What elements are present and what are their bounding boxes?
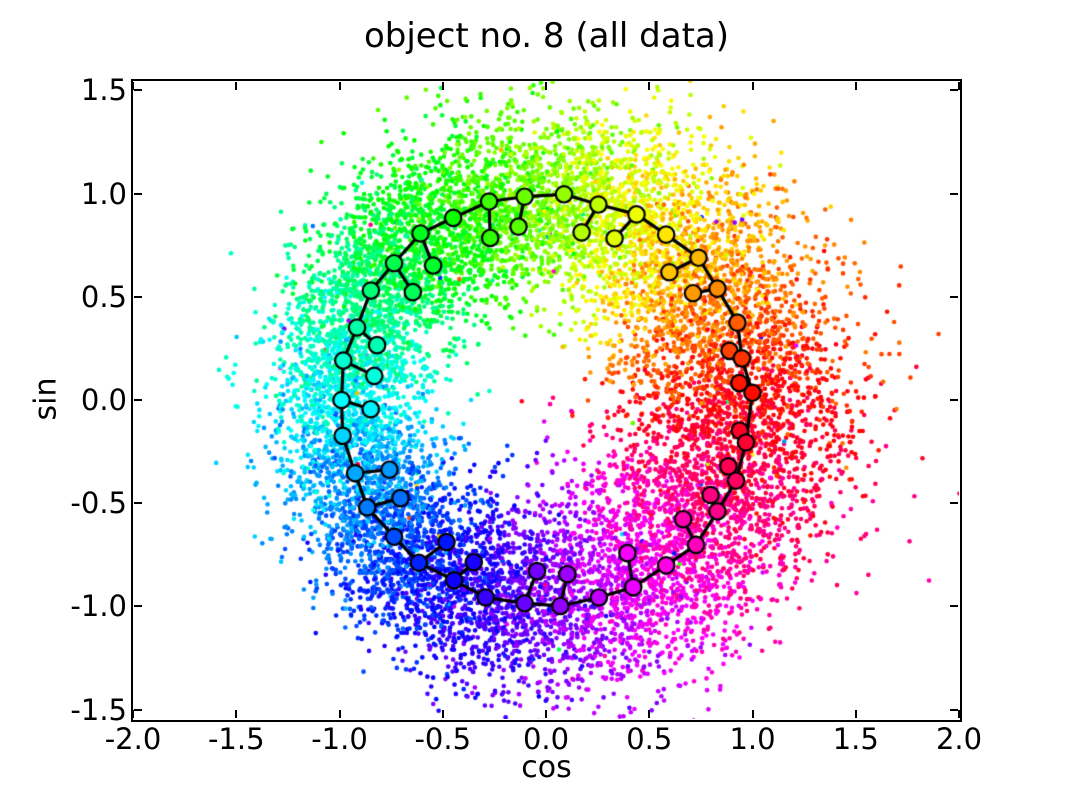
y-tick-mark-right bbox=[950, 295, 958, 298]
y-tick-label: -1.0 bbox=[70, 589, 127, 624]
x-tick-label: 0.5 bbox=[626, 722, 673, 756]
x-tick-mark bbox=[751, 710, 754, 718]
scatter-plot-canvas bbox=[133, 81, 959, 719]
y-tick-mark bbox=[134, 192, 142, 195]
x-tick-mark bbox=[441, 710, 444, 718]
x-tick-label: -0.5 bbox=[414, 722, 472, 756]
y-tick-label: 1.5 bbox=[80, 73, 127, 108]
y-tick-mark bbox=[134, 295, 142, 298]
x-tick-label: 0.0 bbox=[522, 722, 570, 756]
y-tick-mark bbox=[134, 399, 142, 401]
x-tick-mark bbox=[854, 710, 857, 718]
x-tick-mark-top bbox=[958, 82, 960, 90]
y-tick-label: 0.0 bbox=[80, 383, 127, 417]
x-tick-mark bbox=[648, 710, 651, 718]
x-tick-label: -1.5 bbox=[207, 722, 265, 756]
y-tick-label: -1.5 bbox=[70, 692, 127, 727]
x-tick-mark bbox=[132, 710, 134, 718]
y-tick-label: -0.5 bbox=[70, 486, 127, 521]
y-tick-mark bbox=[134, 605, 142, 608]
plot-title: object no. 8 (all data) bbox=[363, 16, 730, 56]
x-tick-label: 1.5 bbox=[832, 722, 879, 756]
x-tick-mark-top bbox=[441, 82, 444, 90]
x-tick-label: 2.0 bbox=[935, 722, 983, 756]
x-tick-mark-top bbox=[751, 82, 754, 90]
x-tick-mark-top bbox=[235, 82, 238, 90]
y-tick-mark bbox=[134, 89, 142, 92]
x-tick-label: -2.0 bbox=[104, 722, 162, 756]
x-tick-mark-top bbox=[338, 82, 341, 90]
x-tick-mark-top bbox=[132, 82, 134, 90]
x-tick-label: -1.0 bbox=[311, 722, 368, 756]
x-tick-mark bbox=[235, 710, 238, 718]
y-tick-mark bbox=[134, 502, 142, 505]
x-tick-mark-top bbox=[648, 82, 651, 90]
x-tick-mark-top bbox=[545, 82, 547, 90]
y-tick-mark-right bbox=[950, 708, 958, 711]
x-tick-mark bbox=[545, 710, 547, 718]
y-tick-mark-right bbox=[950, 502, 958, 505]
y-tick-mark-right bbox=[950, 605, 958, 608]
x-tick-mark-top bbox=[854, 82, 857, 90]
y-tick-mark bbox=[134, 708, 142, 711]
y-tick-mark-right bbox=[950, 89, 958, 92]
y-tick-label: 1.0 bbox=[80, 176, 127, 211]
x-tick-label: 1.0 bbox=[729, 722, 776, 756]
y-tick-mark-right bbox=[950, 192, 958, 195]
y-tick-mark-right bbox=[950, 399, 958, 401]
x-tick-mark bbox=[338, 710, 341, 718]
x-axis-label: cos bbox=[521, 750, 572, 785]
y-tick-label: 0.5 bbox=[80, 279, 127, 314]
x-tick-mark bbox=[958, 710, 960, 718]
